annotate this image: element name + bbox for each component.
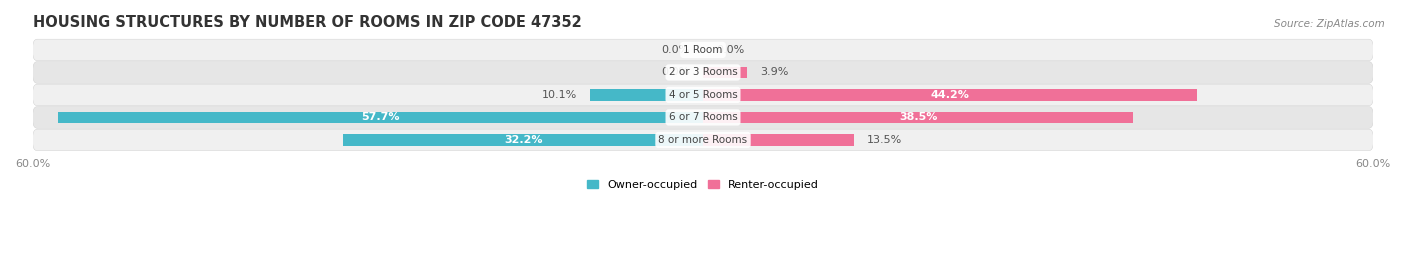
FancyBboxPatch shape (32, 62, 1374, 83)
Text: HOUSING STRUCTURES BY NUMBER OF ROOMS IN ZIP CODE 47352: HOUSING STRUCTURES BY NUMBER OF ROOMS IN… (32, 15, 581, 30)
Bar (703, 89, 1197, 101)
Bar (703, 67, 747, 78)
Text: 6 or 7 Rooms: 6 or 7 Rooms (669, 112, 737, 122)
FancyBboxPatch shape (32, 84, 1374, 106)
Text: 38.5%: 38.5% (898, 112, 938, 122)
Bar (703, 112, 1133, 123)
Text: 0.0%: 0.0% (661, 45, 689, 55)
Text: 13.5%: 13.5% (868, 135, 903, 145)
Bar (591, 89, 703, 101)
Legend: Owner-occupied, Renter-occupied: Owner-occupied, Renter-occupied (582, 175, 824, 194)
Text: 32.2%: 32.2% (503, 135, 543, 145)
Text: 4 or 5 Rooms: 4 or 5 Rooms (669, 90, 737, 100)
Text: 3.9%: 3.9% (761, 68, 789, 77)
Bar (58, 112, 703, 123)
Text: 44.2%: 44.2% (931, 90, 969, 100)
FancyBboxPatch shape (32, 129, 1374, 151)
Text: 8 or more Rooms: 8 or more Rooms (658, 135, 748, 145)
Text: Source: ZipAtlas.com: Source: ZipAtlas.com (1274, 19, 1385, 29)
Text: 57.7%: 57.7% (361, 112, 399, 122)
Text: 0.0%: 0.0% (661, 68, 689, 77)
Bar (703, 134, 853, 146)
FancyBboxPatch shape (32, 107, 1374, 128)
Text: 0.0%: 0.0% (717, 45, 745, 55)
Text: 10.1%: 10.1% (541, 90, 576, 100)
Text: 1 Room: 1 Room (683, 45, 723, 55)
FancyBboxPatch shape (32, 39, 1374, 61)
Bar (343, 134, 703, 146)
Text: 2 or 3 Rooms: 2 or 3 Rooms (669, 68, 737, 77)
